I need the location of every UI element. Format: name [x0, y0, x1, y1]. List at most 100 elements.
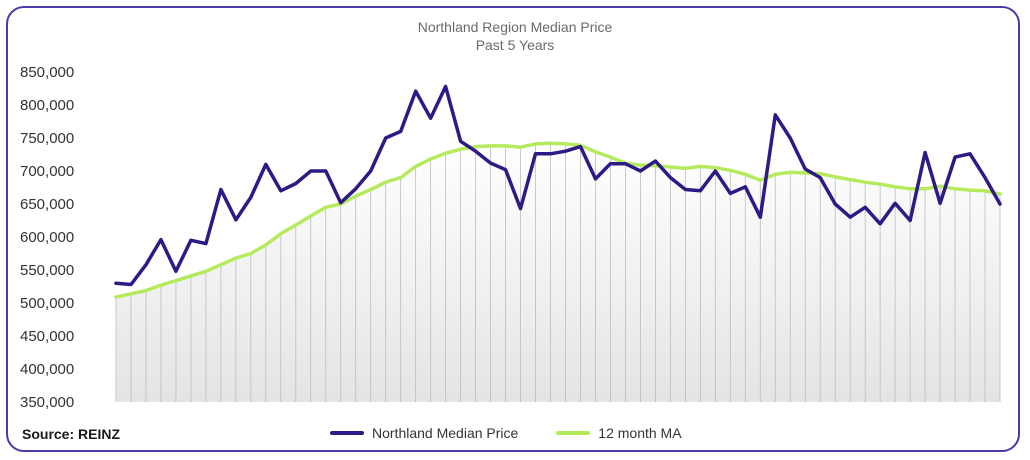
- data-point: [294, 223, 297, 227]
- y-tick-label: 650,000: [20, 196, 74, 213]
- data-point: [908, 187, 912, 191]
- data-point: [938, 184, 942, 188]
- data-point: [729, 169, 732, 172]
- data-point: [324, 169, 327, 173]
- data-point: [249, 196, 253, 199]
- y-tick-label: 750,000: [20, 130, 74, 147]
- data-point: [534, 142, 537, 146]
- data-point: [968, 188, 972, 192]
- data-point: [489, 161, 492, 165]
- data-point: [504, 168, 507, 171]
- data-point: [519, 207, 522, 210]
- data-point: [938, 202, 942, 205]
- data-point: [579, 145, 582, 148]
- data-point: [354, 194, 357, 198]
- data-point: [219, 263, 223, 266]
- data-point: [759, 179, 762, 182]
- data-point: [624, 162, 627, 165]
- legend-label-median: Northland Median Price: [372, 425, 519, 441]
- data-point: [144, 289, 148, 292]
- y-tick-label: 400,000: [20, 361, 74, 378]
- data-point: [564, 142, 567, 146]
- data-point: [594, 177, 597, 181]
- data-point: [699, 189, 702, 192]
- data-point: [729, 192, 732, 195]
- data-point: [819, 176, 822, 179]
- data-point: [294, 182, 297, 185]
- legend-label-ma: 12 month MA: [598, 425, 682, 441]
- data-point: [459, 148, 462, 151]
- data-point: [848, 178, 852, 181]
- data-point: [819, 172, 822, 175]
- y-tick-label: 550,000: [20, 262, 74, 279]
- data-point: [684, 188, 687, 191]
- series-line-0: [114, 84, 1002, 287]
- data-point: [174, 279, 178, 282]
- data-point: [429, 117, 432, 120]
- data-point: [774, 173, 777, 176]
- data-point: [564, 150, 567, 153]
- data-point: [144, 263, 148, 266]
- data-point: [639, 169, 642, 173]
- data-point: [399, 130, 402, 133]
- legend-swatch-ma: [556, 431, 591, 435]
- data-point: [774, 113, 777, 117]
- data-point: [369, 188, 372, 191]
- data-point: [953, 187, 957, 191]
- data-point: [279, 232, 283, 235]
- data-point: [983, 189, 987, 192]
- data-point: [384, 181, 387, 184]
- data-point: [189, 274, 193, 278]
- data-point: [309, 214, 312, 218]
- data-point: [923, 151, 927, 154]
- data-point: [399, 176, 402, 179]
- data-point: [998, 192, 1002, 196]
- data-point: [654, 159, 657, 163]
- data-point: [549, 152, 552, 156]
- data-point: [833, 175, 837, 179]
- data-point: [714, 169, 717, 173]
- data-point: [504, 144, 507, 148]
- data-point: [309, 169, 312, 173]
- data-point: [174, 270, 178, 273]
- data-point: [594, 150, 597, 154]
- data-point: [444, 151, 447, 155]
- data-point: [204, 270, 208, 273]
- y-tick-label: 500,000: [20, 295, 74, 312]
- data-point: [534, 152, 537, 156]
- data-point: [369, 169, 372, 173]
- data-point: [189, 239, 193, 242]
- chart-subtitle: Past 5 Years: [475, 37, 555, 53]
- y-tick-label: 350,000: [20, 394, 74, 411]
- data-point: [968, 152, 972, 156]
- shaded-area: [116, 143, 1000, 403]
- y-tick-label: 600,000: [20, 229, 74, 246]
- data-point: [459, 140, 462, 143]
- data-point: [129, 292, 133, 295]
- data-point: [878, 183, 882, 186]
- data-point: [609, 155, 612, 159]
- data-point: [474, 150, 477, 153]
- data-point: [833, 202, 837, 206]
- data-point: [219, 188, 223, 191]
- data-point: [983, 176, 987, 179]
- data-point: [474, 145, 477, 148]
- chart-title: Northland Region Median Price: [417, 19, 613, 35]
- data-point: [744, 185, 747, 189]
- data-point: [684, 167, 687, 170]
- data-point: [414, 165, 417, 168]
- data-point: [234, 256, 238, 260]
- data-point: [609, 162, 612, 165]
- data-point: [714, 166, 717, 169]
- data-point: [339, 201, 342, 204]
- data-point: [908, 219, 912, 222]
- data-point: [549, 142, 552, 145]
- data-point: [324, 206, 327, 209]
- data-point: [893, 185, 897, 189]
- data-point: [114, 295, 118, 299]
- data-point: [953, 155, 957, 159]
- data-point: [744, 173, 747, 176]
- data-point: [384, 136, 387, 140]
- data-point: [759, 216, 762, 219]
